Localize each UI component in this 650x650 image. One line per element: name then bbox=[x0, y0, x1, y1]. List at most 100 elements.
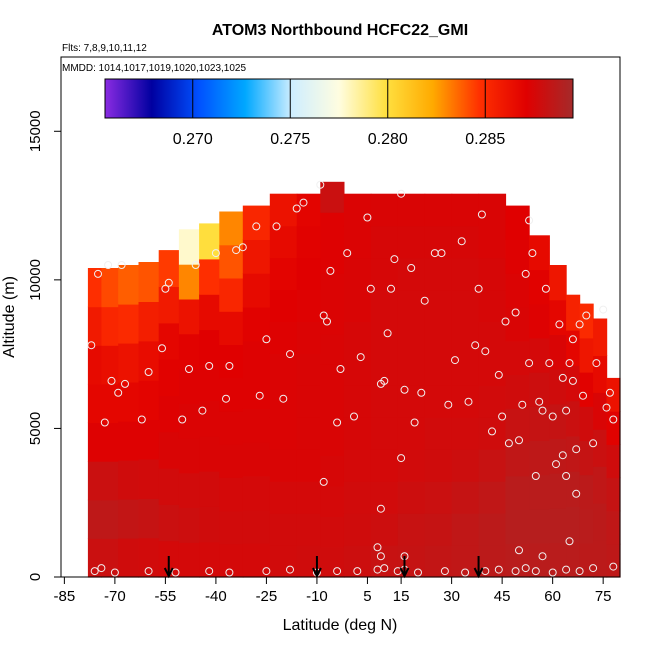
heatmap-cell bbox=[505, 273, 530, 308]
x-tick-label: -25 bbox=[256, 588, 278, 605]
observation-marker bbox=[225, 568, 234, 577]
heatmap-cell bbox=[451, 353, 480, 386]
observation-marker bbox=[525, 216, 534, 225]
heatmap-cell bbox=[579, 372, 594, 407]
observation-marker bbox=[605, 388, 614, 397]
heatmap-cell bbox=[296, 257, 321, 291]
heatmap-cell bbox=[529, 337, 550, 373]
observation-marker bbox=[363, 213, 372, 222]
observation-marker bbox=[158, 344, 166, 353]
observation-marker bbox=[498, 412, 507, 421]
heatmap-cell bbox=[478, 225, 507, 259]
x-tick-label: 5 bbox=[363, 588, 371, 605]
heatmap-cell bbox=[424, 257, 453, 291]
observation-marker bbox=[488, 427, 496, 436]
heatmap-cell bbox=[87, 499, 102, 539]
observation-marker bbox=[107, 376, 116, 385]
heatmap-cell bbox=[158, 359, 180, 396]
heatmap-cell bbox=[370, 289, 399, 322]
heatmap-cell bbox=[343, 225, 372, 259]
colorbar-tick-label: 0.270 bbox=[173, 131, 213, 148]
heatmap-cell bbox=[424, 321, 453, 354]
heatmap-cell bbox=[242, 374, 271, 409]
heatmap-cell bbox=[370, 193, 399, 227]
heatmap-cell bbox=[529, 235, 550, 271]
observation-marker bbox=[205, 567, 214, 576]
observation-marker bbox=[515, 546, 523, 555]
heatmap-cell bbox=[424, 513, 453, 546]
observation-marker bbox=[397, 189, 406, 198]
observation-marker bbox=[121, 379, 129, 388]
observation-marker bbox=[444, 400, 453, 409]
heatmap-cell bbox=[397, 225, 426, 259]
heatmap-cell bbox=[178, 264, 200, 300]
heatmap-cell bbox=[219, 344, 244, 379]
heatmap-cell bbox=[158, 468, 180, 505]
heatmap-cell bbox=[343, 513, 372, 546]
observation-marker bbox=[572, 445, 581, 454]
observation-marker bbox=[471, 341, 480, 350]
y-tick-label: 10000 bbox=[27, 259, 44, 301]
heatmap-cell bbox=[199, 400, 220, 437]
observation-marker bbox=[353, 567, 362, 576]
heatmap-cell bbox=[343, 321, 372, 354]
observation-marker bbox=[356, 353, 365, 362]
heatmap-cell bbox=[269, 545, 298, 578]
heatmap-cell bbox=[269, 481, 298, 514]
heatmap-cell bbox=[370, 417, 399, 450]
observation-marker bbox=[225, 362, 234, 370]
observation-marker bbox=[238, 243, 247, 252]
observation-marker bbox=[531, 567, 540, 576]
heatmap-cell bbox=[219, 311, 244, 345]
heatmap-cell bbox=[219, 377, 244, 412]
heatmap-cell bbox=[549, 507, 567, 543]
observation-marker bbox=[114, 388, 123, 397]
dates-label: MMDD: 1014,1017,1019,1020,1023,1025 bbox=[62, 63, 246, 74]
observation-marker bbox=[414, 568, 422, 577]
y-tick-label: 5000 bbox=[27, 412, 44, 445]
observation-marker bbox=[511, 567, 520, 576]
heatmap-cell bbox=[269, 321, 298, 354]
observation-marker bbox=[568, 376, 577, 385]
heatmap-cell bbox=[320, 425, 345, 456]
heatmap-cell bbox=[269, 513, 298, 546]
heatmap-cell bbox=[370, 449, 399, 482]
observation-marker bbox=[565, 359, 574, 368]
observation-marker bbox=[407, 264, 416, 272]
observation-marker bbox=[333, 418, 342, 427]
heatmap-cell bbox=[219, 278, 244, 312]
y-axis: 0 5000 10000 15000 bbox=[27, 110, 61, 581]
observation-marker bbox=[417, 388, 426, 397]
observation-marker bbox=[272, 222, 281, 231]
heatmap-cell bbox=[242, 543, 271, 578]
observation-marker bbox=[350, 412, 358, 421]
heatmap-cell bbox=[478, 481, 507, 514]
observation-marker bbox=[474, 284, 483, 293]
observation-marker bbox=[548, 568, 557, 577]
observation-marker bbox=[87, 341, 96, 350]
heatmap-cell bbox=[606, 543, 621, 578]
y-tick-label: 0 bbox=[27, 573, 44, 581]
heatmap-cell bbox=[118, 538, 139, 578]
heatmap-cell bbox=[242, 441, 271, 477]
heatmap-cell bbox=[296, 193, 321, 227]
heatmap-cell bbox=[118, 265, 139, 305]
observation-marker bbox=[336, 365, 345, 373]
heatmap-cell bbox=[505, 509, 530, 544]
x-tick-label: 45 bbox=[494, 588, 511, 605]
heatmap-cell bbox=[343, 257, 372, 291]
observation-marker bbox=[191, 261, 200, 269]
heatmap-cell bbox=[606, 444, 621, 479]
observation-marker bbox=[420, 296, 429, 305]
heatmap-cell bbox=[320, 516, 345, 548]
heatmap-cell bbox=[549, 473, 567, 509]
observation-marker bbox=[262, 335, 271, 344]
observation-marker bbox=[562, 472, 571, 480]
heatmap-cell bbox=[529, 406, 550, 441]
heatmap-cell bbox=[566, 506, 581, 543]
heatmap-cell bbox=[451, 193, 480, 227]
observation-marker bbox=[376, 552, 385, 561]
heatmap-cell bbox=[158, 431, 180, 469]
observation-marker bbox=[390, 255, 399, 264]
observation-marker bbox=[161, 284, 170, 293]
